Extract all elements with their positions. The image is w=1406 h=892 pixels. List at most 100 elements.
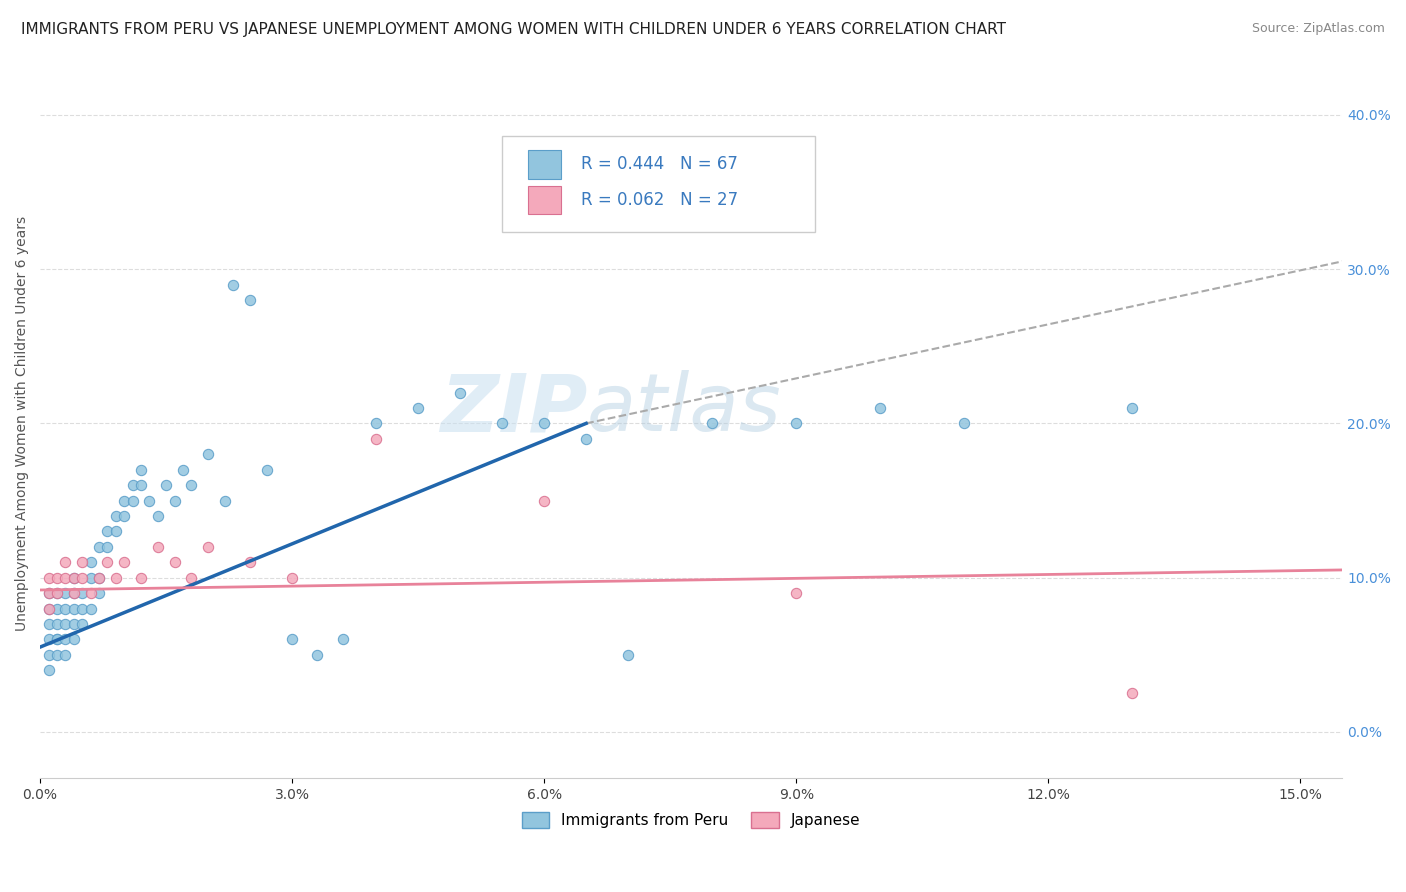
Point bbox=[163, 493, 186, 508]
Point bbox=[112, 555, 135, 569]
Point bbox=[45, 632, 67, 647]
Point bbox=[96, 540, 118, 554]
Point bbox=[533, 493, 555, 508]
Point bbox=[239, 555, 262, 569]
Point bbox=[38, 616, 60, 631]
Point bbox=[87, 571, 110, 585]
Point bbox=[45, 632, 67, 647]
Point bbox=[38, 632, 60, 647]
Point bbox=[87, 586, 110, 600]
Point bbox=[45, 616, 67, 631]
Point bbox=[197, 540, 219, 554]
Point bbox=[256, 463, 278, 477]
Point bbox=[87, 571, 110, 585]
Point bbox=[214, 493, 236, 508]
Text: atlas: atlas bbox=[588, 370, 782, 448]
Point bbox=[146, 508, 169, 523]
Point bbox=[53, 586, 76, 600]
Point bbox=[222, 277, 245, 292]
Point bbox=[53, 648, 76, 662]
Point bbox=[38, 586, 60, 600]
Text: R = 0.444   N = 67: R = 0.444 N = 67 bbox=[581, 155, 737, 173]
Point bbox=[121, 478, 143, 492]
Point bbox=[146, 540, 169, 554]
Point bbox=[62, 632, 84, 647]
Point bbox=[449, 385, 471, 400]
Point bbox=[53, 616, 76, 631]
Point bbox=[38, 663, 60, 677]
Point bbox=[112, 508, 135, 523]
Point bbox=[70, 586, 93, 600]
Point bbox=[38, 648, 60, 662]
Point bbox=[79, 571, 101, 585]
Point bbox=[79, 601, 101, 615]
Point bbox=[70, 571, 93, 585]
Point bbox=[406, 401, 429, 415]
Point bbox=[121, 493, 143, 508]
Point bbox=[172, 463, 194, 477]
FancyBboxPatch shape bbox=[529, 150, 561, 178]
Point bbox=[1121, 401, 1143, 415]
Point bbox=[129, 571, 152, 585]
Point bbox=[785, 586, 807, 600]
Text: R = 0.062   N = 27: R = 0.062 N = 27 bbox=[581, 191, 738, 209]
Point bbox=[1121, 686, 1143, 700]
Point bbox=[45, 586, 67, 600]
Point bbox=[307, 648, 329, 662]
FancyBboxPatch shape bbox=[502, 136, 815, 232]
Point bbox=[104, 508, 127, 523]
Point bbox=[87, 540, 110, 554]
Point bbox=[53, 632, 76, 647]
Point bbox=[366, 417, 388, 431]
Point bbox=[281, 571, 304, 585]
Point bbox=[197, 447, 219, 461]
Point bbox=[953, 417, 976, 431]
Point bbox=[70, 616, 93, 631]
Point bbox=[281, 632, 304, 647]
Point bbox=[869, 401, 891, 415]
Point bbox=[96, 555, 118, 569]
Point bbox=[62, 586, 84, 600]
Point bbox=[104, 571, 127, 585]
Point bbox=[533, 417, 555, 431]
Point bbox=[163, 555, 186, 569]
Point bbox=[62, 571, 84, 585]
Point bbox=[129, 463, 152, 477]
Point bbox=[491, 417, 513, 431]
Point bbox=[79, 555, 101, 569]
Point bbox=[45, 601, 67, 615]
Point bbox=[62, 571, 84, 585]
Point bbox=[38, 601, 60, 615]
Point bbox=[702, 417, 724, 431]
FancyBboxPatch shape bbox=[529, 186, 561, 214]
Point bbox=[62, 601, 84, 615]
Point bbox=[38, 571, 60, 585]
Y-axis label: Unemployment Among Women with Children Under 6 years: Unemployment Among Women with Children U… bbox=[15, 216, 30, 631]
Point bbox=[38, 586, 60, 600]
Point bbox=[79, 586, 101, 600]
Point bbox=[138, 493, 160, 508]
Point bbox=[53, 601, 76, 615]
Text: ZIP: ZIP bbox=[440, 370, 588, 448]
Point bbox=[45, 586, 67, 600]
Point bbox=[366, 432, 388, 446]
Point bbox=[155, 478, 177, 492]
Point bbox=[785, 417, 807, 431]
Point bbox=[45, 571, 67, 585]
Point bbox=[53, 555, 76, 569]
Point bbox=[53, 571, 76, 585]
Point bbox=[239, 293, 262, 307]
Point bbox=[575, 432, 598, 446]
Point bbox=[180, 571, 202, 585]
Point bbox=[129, 478, 152, 492]
Point bbox=[104, 524, 127, 539]
Point bbox=[96, 524, 118, 539]
Point bbox=[332, 632, 354, 647]
Point bbox=[70, 555, 93, 569]
Text: Source: ZipAtlas.com: Source: ZipAtlas.com bbox=[1251, 22, 1385, 36]
Point bbox=[38, 601, 60, 615]
Point bbox=[112, 493, 135, 508]
Legend: Immigrants from Peru, Japanese: Immigrants from Peru, Japanese bbox=[516, 806, 868, 834]
Point bbox=[617, 648, 640, 662]
Point bbox=[70, 601, 93, 615]
